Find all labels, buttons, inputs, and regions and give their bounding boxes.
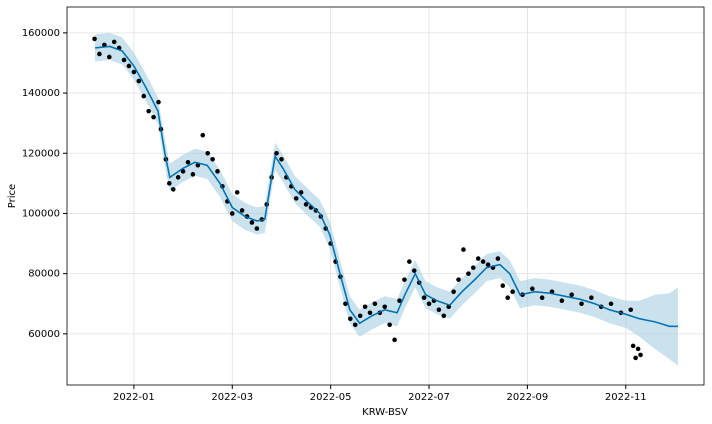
observed-point bbox=[215, 169, 220, 174]
uncertainty-band bbox=[95, 32, 678, 366]
observed-point bbox=[146, 108, 151, 114]
x-tick-label: 2022-09 bbox=[507, 392, 549, 403]
observed-point bbox=[131, 69, 137, 75]
y-tick-label: 140000 bbox=[22, 88, 60, 99]
y-tick-label: 60000 bbox=[28, 329, 60, 340]
observed-point bbox=[343, 301, 348, 307]
observed-point bbox=[303, 202, 309, 207]
forecast-line-top bbox=[94, 45, 678, 327]
observed-point bbox=[348, 316, 353, 322]
observed-point bbox=[279, 156, 284, 162]
observed-point bbox=[461, 247, 466, 252]
observed-point bbox=[480, 259, 486, 264]
observed-point bbox=[471, 265, 476, 270]
observed-point bbox=[387, 322, 392, 328]
observed-point bbox=[229, 211, 235, 216]
x-tick-label: 2022-03 bbox=[211, 392, 253, 403]
observed-point bbox=[175, 175, 181, 180]
x-tick-label: 2022-11 bbox=[605, 392, 647, 403]
observed-point bbox=[254, 226, 260, 231]
observed-point bbox=[293, 196, 299, 201]
y-axis-label: Price bbox=[7, 184, 18, 208]
observed-point bbox=[126, 63, 132, 69]
x-tick-label: 2022-07 bbox=[408, 392, 450, 403]
observed-point bbox=[156, 99, 161, 105]
observed-point bbox=[638, 352, 643, 358]
observed-point bbox=[200, 132, 206, 138]
observed-point bbox=[397, 298, 402, 304]
observed-point bbox=[107, 54, 112, 60]
observed-point bbox=[392, 337, 397, 343]
observed-point bbox=[436, 307, 442, 313]
x-tick-label: 2022-05 bbox=[310, 392, 352, 403]
y-tick-label: 80000 bbox=[28, 269, 60, 280]
observed-point bbox=[569, 292, 574, 298]
observed-point bbox=[298, 190, 304, 195]
observed-point bbox=[451, 289, 456, 295]
observed-point bbox=[500, 283, 506, 288]
observed-point bbox=[372, 301, 378, 307]
observed-point bbox=[97, 51, 102, 57]
x-tick-label: 2022-01 bbox=[113, 392, 155, 403]
y-tick-label: 160000 bbox=[22, 28, 60, 39]
observed-point bbox=[362, 304, 368, 310]
observed-point bbox=[151, 114, 156, 120]
observed-point bbox=[426, 301, 432, 307]
observed-point bbox=[367, 310, 373, 316]
observed-point bbox=[510, 289, 515, 295]
observed-point bbox=[505, 295, 511, 301]
observed-point bbox=[539, 295, 545, 301]
observed-point bbox=[633, 355, 638, 361]
observed-point bbox=[111, 39, 117, 45]
observed-point bbox=[121, 57, 127, 63]
observed-point bbox=[402, 277, 407, 282]
observed-point bbox=[234, 190, 240, 195]
observed-point bbox=[141, 93, 147, 99]
observed-point bbox=[441, 313, 447, 319]
observed-point bbox=[185, 159, 191, 165]
observed-point bbox=[628, 307, 634, 313]
observed-point bbox=[210, 156, 215, 162]
forecast-line bbox=[94, 45, 678, 328]
observed-point bbox=[530, 286, 535, 291]
observed-point bbox=[170, 187, 176, 192]
observed-point bbox=[589, 295, 594, 301]
observed-point bbox=[190, 172, 196, 177]
observed-point bbox=[485, 262, 491, 267]
observed-point bbox=[352, 322, 358, 328]
observed-point bbox=[239, 208, 245, 213]
observed-point bbox=[466, 271, 471, 276]
observed-point bbox=[411, 268, 417, 273]
plot-frame bbox=[66, 6, 705, 386]
observed-point bbox=[579, 301, 584, 307]
observed-point bbox=[102, 42, 107, 48]
observed-point bbox=[249, 220, 255, 225]
observed-point bbox=[357, 313, 363, 319]
observed-point bbox=[456, 277, 461, 282]
observed-point bbox=[167, 181, 172, 186]
observed-point bbox=[495, 256, 501, 261]
observed-point bbox=[635, 346, 641, 352]
y-tick-label: 100000 bbox=[22, 208, 60, 219]
observed-point bbox=[421, 295, 427, 301]
y-tick-label: 120000 bbox=[22, 148, 60, 159]
observed-point bbox=[92, 36, 97, 42]
observed-point bbox=[195, 163, 201, 168]
observed-point bbox=[475, 256, 481, 261]
observed-point bbox=[382, 304, 388, 310]
observed-point bbox=[205, 150, 210, 156]
observed-point bbox=[559, 298, 565, 304]
x-axis-label: KRW-BSV bbox=[362, 407, 408, 418]
observed-point bbox=[407, 259, 412, 264]
observed-point bbox=[136, 78, 142, 84]
observed-point bbox=[274, 150, 279, 156]
observed-point bbox=[630, 343, 636, 349]
observed-point bbox=[180, 169, 186, 174]
observed-point bbox=[608, 301, 614, 307]
